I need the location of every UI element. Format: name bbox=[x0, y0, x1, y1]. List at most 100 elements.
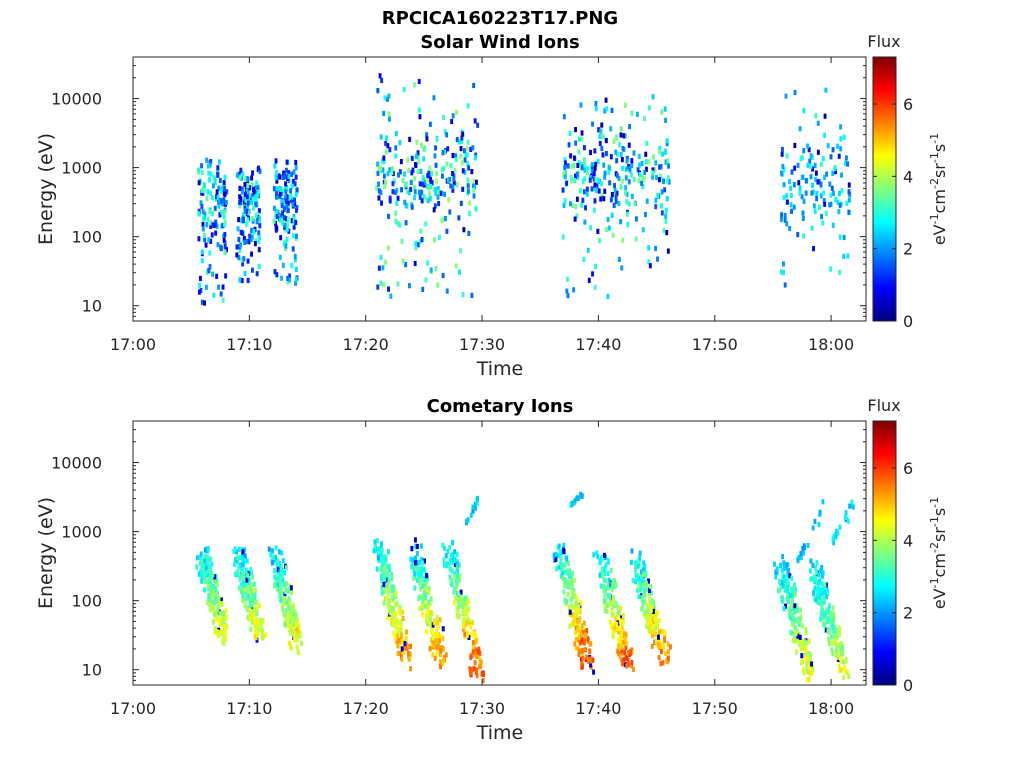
spectrogram-cell bbox=[281, 210, 284, 216]
spectrogram-cell bbox=[246, 590, 250, 596]
spectrogram-cell bbox=[420, 543, 423, 549]
spectrogram-cell bbox=[606, 582, 610, 588]
spectrogram-cell bbox=[206, 189, 210, 195]
spectrogram-cell bbox=[279, 567, 283, 573]
spectrogram-cell bbox=[400, 656, 404, 662]
spectrogram-cell bbox=[786, 594, 790, 600]
spectrogram-cell bbox=[245, 558, 249, 564]
spectrogram-cell bbox=[806, 143, 810, 149]
spectrogram-cell bbox=[382, 155, 386, 161]
spectrogram-cell bbox=[639, 587, 642, 593]
spectrogram-cell bbox=[461, 131, 465, 137]
spectrogram-cell bbox=[583, 145, 586, 151]
spectrogram-cell bbox=[635, 587, 639, 593]
spectrogram-cell bbox=[195, 564, 199, 570]
spectrogram-cell bbox=[289, 627, 293, 633]
spectrogram-cell bbox=[811, 525, 815, 531]
spectrogram-cell bbox=[814, 170, 818, 176]
spectrogram-cell bbox=[258, 603, 261, 609]
spectrogram-cell bbox=[650, 620, 653, 626]
spectrogram-cell bbox=[383, 596, 387, 602]
spectrogram-cell bbox=[388, 167, 392, 173]
spectrogram-cell bbox=[784, 603, 787, 609]
spectrogram-cell bbox=[404, 202, 408, 208]
spectrogram-cell bbox=[295, 207, 298, 213]
spectrogram-cell bbox=[591, 271, 594, 277]
spectrogram-cell bbox=[800, 653, 804, 659]
spectrogram-cell bbox=[250, 619, 254, 625]
spectrogram-cell bbox=[204, 570, 208, 576]
spectrogram-cell bbox=[258, 617, 262, 623]
spectrogram-cell bbox=[624, 102, 627, 108]
spectrogram-cell bbox=[280, 203, 284, 209]
spectrogram-cell bbox=[275, 170, 279, 176]
spectrogram-cell bbox=[219, 188, 223, 194]
spectrogram-cell bbox=[562, 542, 566, 548]
spectrogram-cell bbox=[235, 172, 239, 178]
spectrogram-cell bbox=[472, 187, 476, 193]
spectrogram-cell bbox=[586, 170, 589, 176]
spectrogram-cell bbox=[609, 197, 613, 203]
spectrogram-cell bbox=[279, 213, 283, 219]
spectrogram-cell bbox=[222, 180, 226, 186]
spectrogram-cell bbox=[782, 195, 786, 201]
spectrogram-cell bbox=[610, 586, 614, 592]
spectrogram-cell bbox=[448, 176, 452, 183]
spectrogram-cell bbox=[593, 148, 597, 154]
spectrogram-cell bbox=[202, 188, 206, 194]
spectrogram-cell bbox=[617, 200, 621, 207]
spectrogram-cell bbox=[479, 663, 483, 669]
spectrogram-cell bbox=[457, 598, 461, 604]
spectrogram-cell bbox=[617, 629, 621, 635]
spectrogram-cell bbox=[285, 159, 289, 165]
spectrogram-cell bbox=[466, 517, 470, 523]
spectrogram-cell bbox=[654, 639, 658, 645]
spectrogram-cell bbox=[462, 601, 466, 607]
spectrogram-cell bbox=[796, 628, 800, 634]
spectrogram-cell bbox=[288, 600, 292, 606]
spectrogram-cell bbox=[801, 174, 805, 180]
spectrogram-cell bbox=[576, 646, 580, 652]
spectrogram-cell bbox=[289, 188, 292, 194]
spectrogram-cell bbox=[429, 597, 433, 603]
spectrogram-cell bbox=[805, 660, 809, 666]
spectrogram-cell bbox=[237, 255, 241, 261]
spectrogram-cell bbox=[237, 236, 241, 243]
spectrogram-cell bbox=[429, 609, 433, 615]
spectrogram-cell bbox=[434, 145, 437, 151]
spectrogram-cell bbox=[198, 560, 202, 566]
spectrogram-cell bbox=[846, 253, 850, 259]
spectrogram-cell bbox=[466, 161, 470, 167]
spectrogram-cell bbox=[238, 277, 242, 283]
spectrogram-cell bbox=[782, 270, 785, 276]
spectrogram-cell bbox=[288, 198, 292, 204]
spectrogram-cell bbox=[257, 627, 261, 633]
spectrogram-cell bbox=[793, 603, 797, 609]
spectrogram-cell bbox=[831, 536, 835, 542]
spectrogram-cell bbox=[376, 546, 380, 552]
spectrogram-cell bbox=[573, 498, 577, 504]
spectrogram-cell bbox=[418, 114, 422, 120]
spectrogram-cell bbox=[245, 188, 249, 194]
spectrogram-cell bbox=[669, 644, 672, 650]
spectrogram-cell bbox=[561, 570, 564, 576]
spectrogram-cell bbox=[427, 611, 431, 617]
spectrogram-cell bbox=[592, 171, 596, 177]
spectrogram-cell bbox=[804, 177, 808, 184]
spectrogram-cell bbox=[414, 560, 417, 566]
spectrogram-cell bbox=[394, 591, 398, 597]
spectrogram-cell bbox=[647, 591, 651, 597]
y-tick-label: 10 bbox=[82, 661, 102, 680]
spectrogram-cell bbox=[282, 206, 286, 213]
spectrogram-cell bbox=[642, 582, 645, 588]
spectrogram-cell bbox=[571, 202, 575, 209]
spectrogram-cell bbox=[615, 190, 619, 196]
spectrogram-cell bbox=[214, 599, 218, 605]
spectrogram-cell bbox=[650, 598, 654, 604]
spectrogram-cell bbox=[436, 632, 440, 638]
spectrogram-cell bbox=[827, 628, 831, 634]
spectrogram-cell bbox=[793, 165, 797, 171]
spectrogram-cell bbox=[652, 608, 655, 614]
spectrogram-cell bbox=[647, 245, 651, 251]
spectrogram-cell bbox=[222, 640, 226, 647]
